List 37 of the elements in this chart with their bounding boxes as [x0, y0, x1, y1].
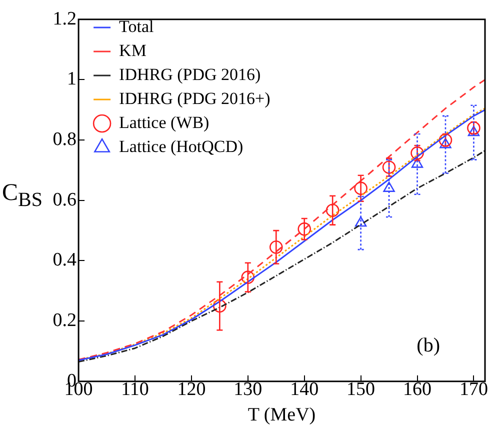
y-tick-label: 0.8	[52, 129, 77, 150]
annotation: (b)	[416, 334, 440, 356]
x-tick-label: 130	[234, 378, 262, 400]
y-tick-label: 0.6	[52, 189, 77, 210]
x-tick-label: 120	[177, 378, 206, 400]
y-tick-label: 1.2	[52, 8, 77, 30]
legend-label: Total	[119, 16, 154, 36]
y-axis-title: C$_{BS}$	[2, 180, 42, 212]
legend-label: IDHRG (PDG 2016)	[119, 64, 261, 84]
point	[410, 146, 424, 160]
x-tick-label: 170	[459, 378, 488, 400]
point	[241, 270, 255, 284]
legend-label: Lattice (HotQCD)	[119, 136, 244, 156]
point	[468, 126, 480, 136]
x-tick-label: 160	[403, 378, 432, 400]
point	[298, 222, 312, 236]
point	[440, 138, 452, 148]
point	[467, 121, 480, 135]
point	[354, 182, 368, 195]
point	[382, 160, 396, 174]
legend-label: KM	[119, 40, 146, 60]
point	[411, 158, 424, 168]
x-tick-label: 110	[121, 378, 149, 400]
y-tick-label: 0.4	[52, 250, 78, 271]
point	[438, 133, 452, 147]
point	[213, 299, 226, 313]
point	[354, 216, 367, 227]
x-tick-label: 150	[346, 378, 376, 400]
x-tick-label: 140	[290, 378, 319, 400]
x-axis-title: T (MeV)	[248, 404, 316, 426]
y-tick-label: 1	[67, 68, 77, 90]
point	[269, 240, 283, 254]
legend-label: Lattice (WB)	[119, 112, 210, 132]
point	[326, 204, 340, 218]
y-tick-label: 0.2	[52, 310, 77, 332]
point	[383, 182, 395, 192]
legend-label: IDHRG (PDG 2016+)	[119, 88, 270, 108]
